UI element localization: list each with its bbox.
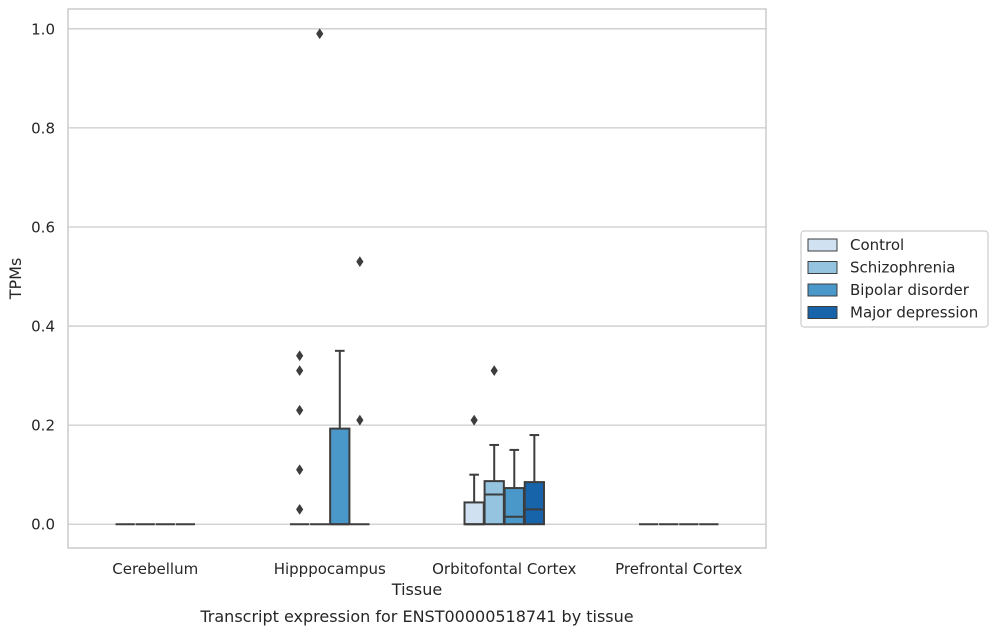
- box-bipolar-disorder: [329, 349, 351, 526]
- outlier-point: [296, 350, 304, 362]
- y-tick-label: 0.6: [31, 218, 55, 236]
- outlier-point: [296, 404, 304, 416]
- y-tick-label: 0.0: [31, 516, 55, 534]
- x-axis-ticks: Cerebellum Hipppocampus Orbitofontal Corte…: [112, 560, 742, 578]
- outlier-point: [470, 414, 478, 426]
- y-axis-label: TPMs: [6, 258, 25, 301]
- box-control: [290, 350, 310, 526]
- legend-entry: Schizophrenia: [850, 259, 955, 277]
- outlier-point: [296, 464, 304, 476]
- box-body: [483, 480, 505, 526]
- x-axis-label: Tissue: [391, 580, 442, 599]
- y-tick-label: 0.4: [31, 318, 55, 336]
- box-body: [523, 481, 545, 526]
- box-body: [329, 427, 351, 526]
- boxes: [115, 28, 719, 526]
- outlier-point: [296, 365, 304, 377]
- legend-swatch: [807, 283, 838, 297]
- box-major-depression: [523, 434, 545, 526]
- legend-entry: Bipolar disorder: [850, 281, 970, 299]
- x-tick-label: Cerebellum: [112, 560, 198, 578]
- box-body: [463, 501, 485, 526]
- legend-entry: Control: [850, 236, 904, 254]
- legend-swatch: [807, 306, 838, 319]
- y-tick-label: 0.8: [31, 119, 55, 137]
- legend: Control Schizophrenia Bipolar disorder Majo…: [800, 230, 989, 328]
- plot-area-frame: [67, 8, 767, 549]
- y-tick-label: 1.0: [31, 20, 55, 38]
- outlier-point: [296, 503, 304, 515]
- gridlines: [68, 28, 766, 525]
- legend-swatch: [807, 261, 838, 274]
- x-tick-label: Hipppocampus: [274, 560, 386, 578]
- box-schizophrenia: [483, 365, 505, 526]
- outlier-point: [356, 256, 364, 268]
- outlier-point: [316, 28, 324, 40]
- x-tick-label: Prefrontal Cortex: [615, 560, 742, 578]
- box-body: [503, 487, 525, 526]
- legend-frame: [800, 230, 989, 328]
- outlier-point: [356, 414, 364, 426]
- x-tick-label: Orbitofontal Cortex: [432, 560, 576, 578]
- box-control: [463, 414, 485, 526]
- box-major-depression: [350, 256, 370, 526]
- outlier-point: [490, 365, 498, 377]
- y-axis-ticks: 0.0 0.2 0.4 0.6 0.8 1.0: [31, 20, 55, 533]
- box-bipolar-disorder: [503, 448, 525, 526]
- box-schizophrenia: [310, 28, 330, 526]
- legend-swatch: [807, 238, 838, 252]
- legend-entry: Major depression: [850, 304, 978, 322]
- y-tick-label: 0.2: [31, 417, 55, 435]
- chart-caption: Transcript expression for ENST0000051874…: [199, 607, 633, 626]
